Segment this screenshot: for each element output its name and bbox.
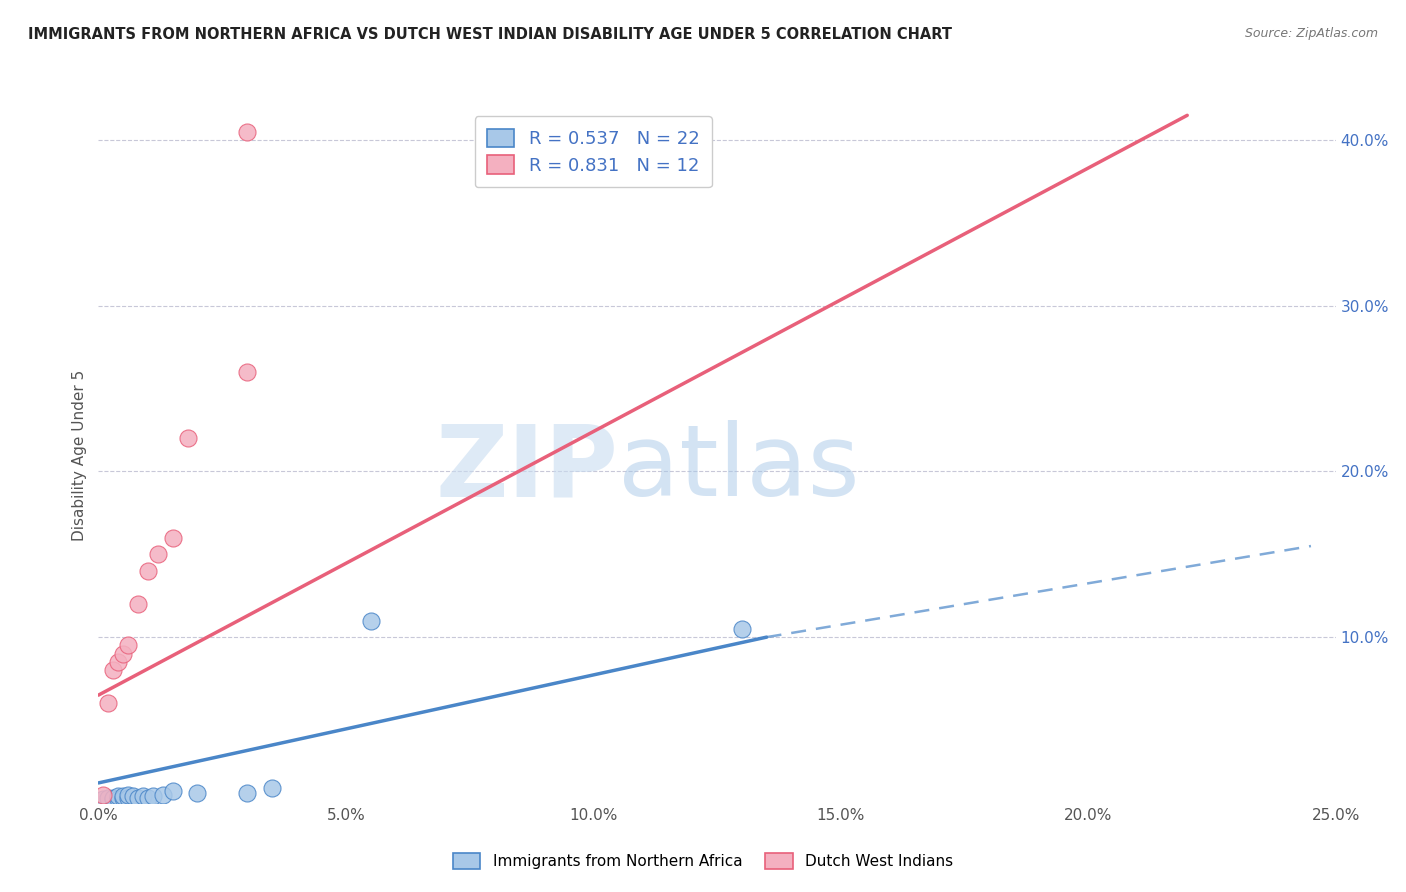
Legend: R = 0.537   N = 22, R = 0.831   N = 12: R = 0.537 N = 22, R = 0.831 N = 12 bbox=[475, 116, 711, 187]
Point bbox=[236, 786, 259, 800]
Point bbox=[107, 792, 129, 806]
Point bbox=[112, 647, 135, 661]
Point bbox=[236, 365, 259, 379]
Point bbox=[112, 790, 135, 805]
Point bbox=[142, 789, 165, 804]
Point bbox=[122, 789, 145, 804]
Point bbox=[152, 788, 174, 802]
Point bbox=[93, 792, 115, 806]
Point bbox=[127, 790, 149, 805]
Point bbox=[97, 697, 120, 711]
Text: Source: ZipAtlas.com: Source: ZipAtlas.com bbox=[1244, 27, 1378, 40]
Point bbox=[236, 125, 259, 139]
Point bbox=[260, 780, 283, 795]
Point bbox=[162, 784, 184, 798]
Point bbox=[103, 792, 125, 806]
Y-axis label: Disability Age Under 5: Disability Age Under 5 bbox=[72, 369, 87, 541]
Point bbox=[107, 789, 129, 804]
Point bbox=[360, 614, 382, 628]
Point bbox=[162, 531, 184, 545]
Point bbox=[186, 786, 208, 800]
Point bbox=[93, 788, 115, 802]
Point bbox=[103, 663, 125, 677]
Point bbox=[146, 547, 169, 561]
Text: IMMIGRANTS FROM NORTHERN AFRICA VS DUTCH WEST INDIAN DISABILITY AGE UNDER 5 CORR: IMMIGRANTS FROM NORTHERN AFRICA VS DUTCH… bbox=[28, 27, 952, 42]
Point bbox=[107, 655, 129, 669]
Text: ZIP: ZIP bbox=[436, 420, 619, 517]
Point bbox=[176, 431, 198, 445]
Point bbox=[97, 790, 120, 805]
Point bbox=[136, 790, 159, 805]
Point bbox=[117, 639, 139, 653]
Point bbox=[117, 788, 139, 802]
Point bbox=[103, 790, 125, 805]
Point bbox=[112, 789, 135, 804]
Point bbox=[117, 790, 139, 805]
Point bbox=[127, 597, 149, 611]
Point bbox=[136, 564, 159, 578]
Point bbox=[731, 622, 754, 636]
Text: atlas: atlas bbox=[619, 420, 859, 517]
Point bbox=[132, 789, 155, 804]
Legend: Immigrants from Northern Africa, Dutch West Indians: Immigrants from Northern Africa, Dutch W… bbox=[447, 847, 959, 875]
